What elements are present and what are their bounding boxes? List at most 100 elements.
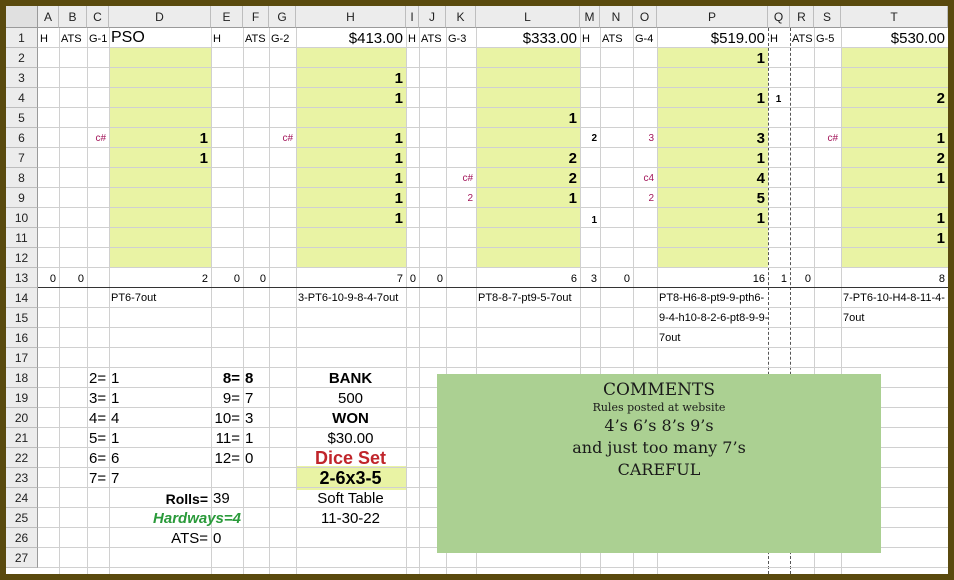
corner-cell [6,6,38,28]
sequence-text: PT8-8-7-pt9-5-7out [478,292,572,304]
row-header-2[interactable]: 2 [6,48,38,68]
row-line [38,247,948,248]
bank-table: Soft Table [317,490,384,507]
total-cell: 0 [804,273,811,285]
column-header-b[interactable]: B [59,6,87,28]
row-line [38,107,948,108]
row-header-4[interactable]: 4 [6,88,38,108]
row-header-15[interactable]: 15 [6,308,38,328]
count-value: 0 [245,450,254,467]
column-header-i[interactable]: I [406,6,419,28]
column-header-c[interactable]: C [87,6,109,28]
total-cell: 8 [938,273,945,285]
row-line [38,167,948,168]
marker: c# [95,133,106,144]
row-header-7[interactable]: 7 [6,148,38,168]
roll-count: 1 [568,190,577,207]
column-header-o[interactable]: O [633,6,657,28]
column-header-t[interactable]: T [841,6,948,28]
row-header-1[interactable]: 1 [6,28,38,48]
column-line [768,28,770,574]
header-cell: G-5 [816,33,835,45]
count-label: 10= [214,410,240,427]
column-header-r[interactable]: R [790,6,814,28]
column-line [446,28,447,574]
row-line [38,327,948,328]
comment-l3: CAREFUL [617,460,701,479]
row-header-3[interactable]: 3 [6,68,38,88]
marker: c# [827,133,838,144]
row-header-17[interactable]: 17 [6,348,38,368]
row-header-10[interactable]: 10 [6,208,38,228]
roll-count: 2 [936,150,945,167]
row-header-5[interactable]: 5 [6,108,38,128]
column-header-d[interactable]: D [109,6,211,28]
row-header-21[interactable]: 21 [6,428,38,448]
roll-count: 1 [394,150,403,167]
column-header-k[interactable]: K [446,6,476,28]
column-line [580,28,581,574]
bank-dice: 2-6x3-5 [319,468,382,488]
row-header-24[interactable]: 24 [6,488,38,508]
count-label: 6= [89,450,107,467]
row-line [38,47,948,48]
dice-set-fill [296,466,406,490]
count-value: 3 [245,410,254,427]
row-line [38,127,948,128]
row-line [38,347,948,348]
column-header-p[interactable]: P [657,6,768,28]
roll-count: 1 [756,210,765,227]
column-header-n[interactable]: N [600,6,633,28]
column-line [87,28,88,574]
row-header-23[interactable]: 23 [6,468,38,488]
row-header-26[interactable]: 26 [6,528,38,548]
column-line [841,28,842,574]
column-header-s[interactable]: S [814,6,841,28]
row-header-14[interactable]: 14 [6,288,38,308]
count-value: 1 [111,390,120,407]
column-header-g[interactable]: G [269,6,296,28]
roll-count: 1 [756,50,765,67]
total-cell: 0 [259,273,266,285]
row-header-20[interactable]: 20 [6,408,38,428]
row-header-27[interactable]: 27 [6,548,38,568]
column-line [109,28,110,574]
roll-count: 3 [756,130,765,147]
column-header-f[interactable]: F [243,6,269,28]
bank-date: 11-30-22 [321,510,380,527]
row-line [38,187,948,188]
row-header-8[interactable]: 8 [6,168,38,188]
row-header-6[interactable]: 6 [6,128,38,148]
column-header-m[interactable]: M [580,6,600,28]
row-header-22[interactable]: 22 [6,448,38,468]
row-header-25[interactable]: 25 [6,508,38,528]
header-cell: G-2 [271,33,290,45]
marker: 2 [467,193,473,204]
column-header-q[interactable]: Q [768,6,790,28]
row-header-12[interactable]: 12 [6,248,38,268]
row-header-16[interactable]: 16 [6,328,38,348]
count-value: 4 [111,410,120,427]
marker: 1 [591,215,597,226]
yellow-fill [657,48,768,268]
roll-count: 4 [756,170,765,187]
row-header-13[interactable]: 13 [6,268,38,288]
column-header-h[interactable]: H [296,6,406,28]
column-header-l[interactable]: L [476,6,580,28]
count-value: 8 [245,370,254,387]
column-header-e[interactable]: E [211,6,243,28]
header-cell: G-3 [448,33,467,45]
row-header-19[interactable]: 19 [6,388,38,408]
row-header-9[interactable]: 9 [6,188,38,208]
column-header-a[interactable]: A [38,6,59,28]
row-line [38,87,948,88]
count-label: 8= [222,370,240,387]
sequence-text: PT8-H6-8-pt9-9-pth6- [659,292,765,304]
roll-count: 1 [936,130,945,147]
count-label: 5= [89,430,107,447]
row-header-11[interactable]: 11 [6,228,38,248]
row-line [38,67,948,68]
row-header-18[interactable]: 18 [6,368,38,388]
column-header-j[interactable]: J [419,6,446,28]
header-cell: ATS [602,33,623,45]
